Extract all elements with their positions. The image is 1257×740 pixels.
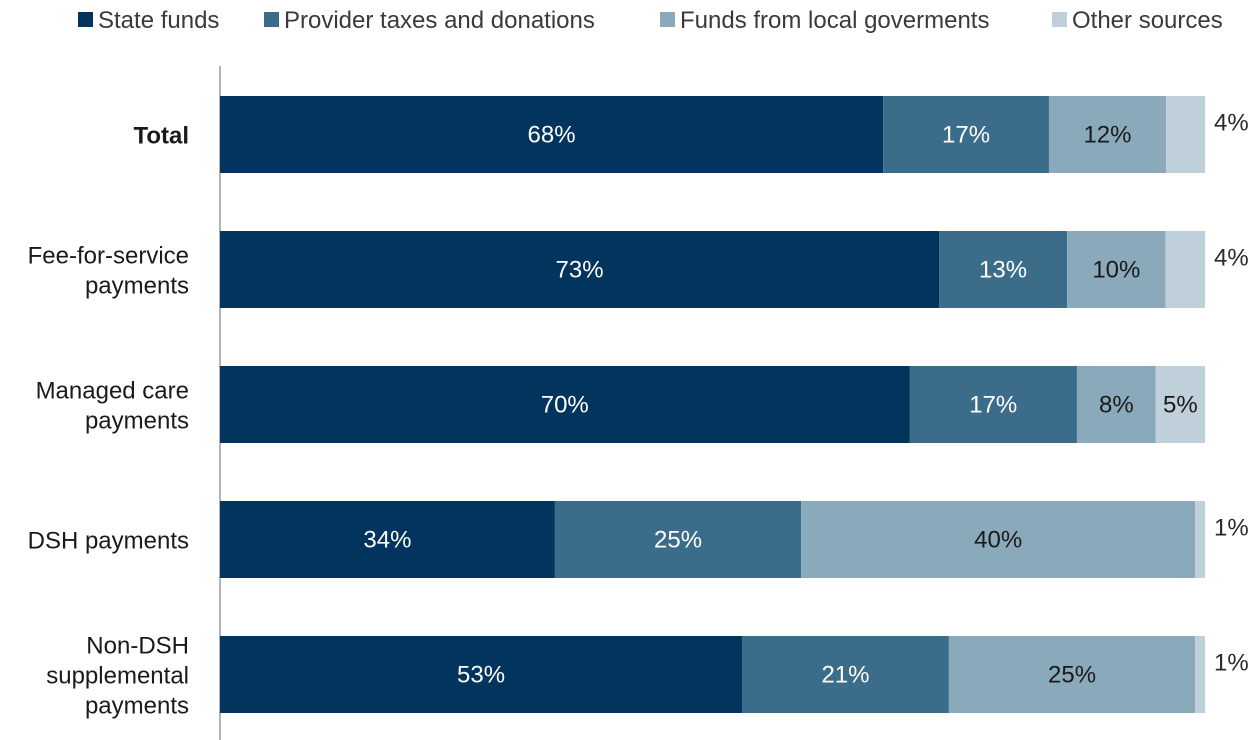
data-label-fee-for-service-payments-funds-from-local-goverments: 10% [1092, 257, 1140, 284]
legend-swatch-provider-taxes-and-donations [264, 12, 279, 27]
bar-dsh-payments-state-funds [220, 501, 555, 578]
legend-swatch-other-sources [1052, 12, 1067, 27]
bar-total-funds-from-local-goverments [1048, 96, 1166, 173]
bar-non-dsh-supplemental-payments-funds-from-local-goverments [948, 636, 1196, 713]
bar-fee-for-service-payments-funds-from-local-goverments [1067, 231, 1166, 308]
bar-dsh-payments-funds-from-local-goverments [801, 501, 1196, 578]
category-labels: Total Fee-for-service payments Managed care… [28, 123, 189, 720]
data-label-dsh-payments-provider-taxes-and-donations: 25% [654, 527, 702, 554]
bars [220, 96, 1205, 713]
bar-dsh-payments-other-sources [1195, 501, 1205, 578]
category-label-dsh-payments: DSH payments [28, 528, 189, 555]
data-label-fee-for-service-payments-state-funds: 73% [556, 257, 604, 284]
bar-fee-for-service-payments-state-funds [220, 231, 940, 308]
data-label-dsh-payments-state-funds: 34% [363, 527, 411, 554]
category-label-total: Total [133, 123, 189, 150]
bar-managed-care-payments-funds-from-local-goverments [1076, 366, 1156, 443]
legend-label-state-funds: State funds [98, 7, 219, 34]
legend-label-provider-taxes-and-donations: Provider taxes and donations [284, 7, 595, 34]
data-label-dsh-payments-funds-from-local-goverments: 40% [974, 527, 1022, 554]
bar-non-dsh-supplemental-payments-other-sources [1195, 636, 1205, 713]
data-label-managed-care-payments-other-sources: 5% [1163, 392, 1198, 419]
data-label-non-dsh-supplemental-payments-provider-taxes-and-donations: 21% [821, 662, 869, 689]
data-label-total-state-funds: 68% [528, 122, 576, 149]
category-label-non-dsh-supplemental-payments: Non-DSH supplemental payments [46, 633, 189, 720]
data-label-dsh-payments-other-sources: 1% [1214, 515, 1249, 542]
data-label-managed-care-payments-funds-from-local-goverments: 8% [1099, 392, 1134, 419]
data-label-total-other-sources: 4% [1214, 110, 1249, 137]
data-label-non-dsh-supplemental-payments-state-funds: 53% [457, 662, 505, 689]
legend-swatch-funds-from-local-goverments [660, 12, 675, 27]
bar-fee-for-service-payments-other-sources [1165, 231, 1205, 308]
data-label-managed-care-payments-provider-taxes-and-donations: 17% [969, 392, 1017, 419]
bar-managed-care-payments-other-sources [1155, 366, 1205, 443]
bar-total-provider-taxes-and-donations [883, 96, 1049, 173]
legend-label-funds-from-local-goverments: Funds from local goverments [680, 7, 989, 34]
bar-non-dsh-supplemental-payments-state-funds [220, 636, 743, 713]
category-label-managed-care-payments: Managed care payments [36, 378, 189, 435]
data-labels: 68% 17% 12% 4% 73% 13% 10% 4% 70% 17% 8% 5% 34% 25% 40… [363, 110, 1248, 689]
bar-total-other-sources [1165, 96, 1205, 173]
category-label-fee-for-service-payments: Fee-for-service payments [28, 243, 189, 300]
bar-managed-care-payments-state-funds [220, 366, 910, 443]
bar-fee-for-service-payments-provider-taxes-and-donations [939, 231, 1068, 308]
legend-swatch-state-funds [78, 12, 93, 27]
bar-total-state-funds [220, 96, 884, 173]
data-label-fee-for-service-payments-other-sources: 4% [1214, 245, 1249, 272]
bar-managed-care-payments-provider-taxes-and-donations [909, 366, 1077, 443]
data-label-total-provider-taxes-and-donations: 17% [942, 122, 990, 149]
legend-label-other-sources: Other sources [1072, 7, 1223, 34]
data-label-fee-for-service-payments-provider-taxes-and-donations: 13% [979, 257, 1027, 284]
bar-non-dsh-supplemental-payments-provider-taxes-and-donations [742, 636, 949, 713]
data-label-non-dsh-supplemental-payments-funds-from-local-goverments: 25% [1048, 662, 1096, 689]
bar-dsh-payments-provider-taxes-and-donations [554, 501, 802, 578]
legend: State funds Provider taxes and donations F… [78, 7, 1223, 34]
data-label-non-dsh-supplemental-payments-other-sources: 1% [1214, 650, 1249, 677]
data-label-total-funds-from-local-goverments: 12% [1083, 122, 1131, 149]
data-label-managed-care-payments-state-funds: 70% [541, 392, 589, 419]
